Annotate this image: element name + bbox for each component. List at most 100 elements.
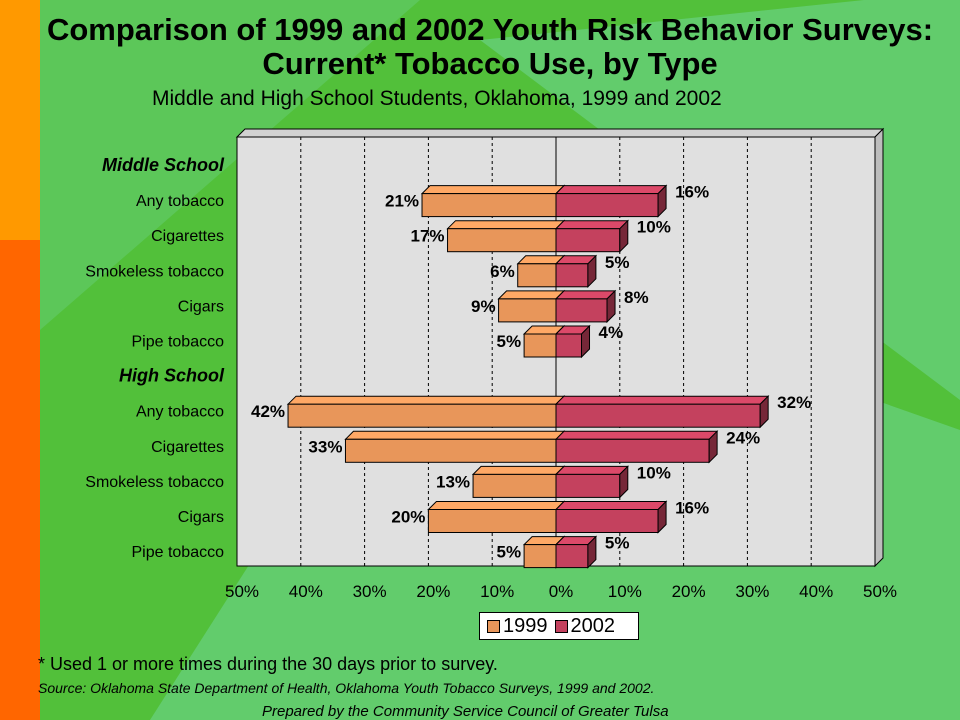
- bar-2002-side: [619, 219, 629, 253]
- category-label: Smokeless tobacco: [85, 263, 224, 280]
- category-label: Smokeless tobacco: [85, 474, 224, 491]
- category-label: Any tobacco: [136, 404, 224, 421]
- bar-1999-top: [286, 395, 566, 405]
- x-tick-label: 30%: [353, 582, 387, 601]
- bar-1999-front: [447, 228, 557, 253]
- data-label-1999: 13%: [436, 472, 470, 491]
- data-label-2002: 32%: [777, 393, 811, 412]
- data-label-1999: 17%: [411, 227, 445, 246]
- data-label-1999: 21%: [385, 192, 419, 211]
- data-label-1999: 42%: [251, 402, 285, 421]
- x-tick-label: 40%: [289, 582, 323, 601]
- source-note: Source: Oklahoma State Department of Hea…: [38, 680, 655, 696]
- category-label: Cigarettes: [151, 439, 224, 456]
- bar-2002-top: [554, 185, 668, 195]
- bar-1999-front: [344, 438, 557, 463]
- x-tick-label: 30%: [735, 582, 769, 601]
- x-tick-label: 0%: [549, 582, 574, 601]
- bar-1999: [446, 219, 566, 253]
- bar-1999: [427, 500, 566, 534]
- data-label-2002: 16%: [675, 183, 709, 202]
- bar-2002-side: [606, 289, 616, 324]
- bar-1999-top: [446, 220, 566, 230]
- bar-1999-top: [420, 185, 566, 195]
- bar-2002-side: [657, 184, 667, 218]
- bar-2002-side: [581, 324, 591, 359]
- category-label: Pipe tobacco: [131, 544, 224, 561]
- bar-2002: [554, 289, 617, 324]
- category-label: Cigars: [178, 298, 224, 315]
- bar-2002-front: [555, 228, 621, 253]
- bar-2002-side: [657, 500, 667, 534]
- bar-2002-front: [555, 298, 608, 323]
- bar-2002: [554, 394, 770, 429]
- bar-1999-front: [517, 263, 557, 288]
- bar-2002-top: [554, 465, 630, 475]
- x-tick-label: 50%: [225, 582, 259, 601]
- category-label: Cigarettes: [151, 228, 224, 245]
- data-label-2002: 8%: [624, 288, 649, 307]
- bar-2002-side: [587, 535, 597, 569]
- bar-2002-front: [555, 544, 589, 569]
- data-label-2002: 16%: [675, 499, 709, 518]
- bar-2002-top: [554, 290, 617, 300]
- data-label-2002: 24%: [726, 428, 760, 447]
- bar-1999-top: [471, 465, 566, 475]
- legend-item-1999: 1999: [487, 615, 548, 638]
- bar-1999-front: [421, 193, 557, 218]
- bar-2002: [554, 535, 598, 569]
- bar-1999-top: [427, 501, 566, 510]
- group-label: High School: [119, 366, 225, 386]
- side-accent-bottom: [0, 240, 40, 720]
- bar-1999: [286, 394, 566, 429]
- x-tick-label: 20%: [416, 582, 450, 601]
- bar-2002-front: [555, 193, 659, 218]
- data-label-1999: 20%: [391, 508, 425, 527]
- bar-2002-side: [619, 465, 629, 499]
- x-tick-label: 20%: [672, 582, 706, 601]
- data-label-2002: 5%: [605, 253, 630, 272]
- bar-2002-front: [555, 263, 589, 288]
- x-tick-label: 10%: [608, 582, 642, 601]
- bar-1999: [471, 465, 566, 499]
- bar-1999-top: [344, 430, 566, 440]
- side-accent-top: [0, 0, 40, 240]
- plot-top-face: [235, 128, 885, 138]
- category-label: Cigars: [178, 509, 224, 526]
- category-label: Any tobacco: [136, 193, 224, 210]
- bar-2002-top: [554, 501, 668, 510]
- legend-item-2002: 2002: [554, 614, 616, 638]
- bar-2002-front: [555, 403, 761, 428]
- bar-1999-front: [523, 544, 557, 569]
- group-label: Middle School: [102, 155, 225, 175]
- bar-1999-front: [427, 509, 557, 533]
- bar-1999-front: [498, 298, 557, 323]
- bar-2002-front: [555, 509, 659, 533]
- bar-2002-top: [554, 395, 770, 405]
- bar-2002: [554, 430, 719, 464]
- bar-2002-side: [587, 254, 597, 289]
- legend-label-2002: 2002: [570, 614, 616, 637]
- legend-swatch-2002: [554, 619, 568, 633]
- x-tick-label: 50%: [863, 582, 897, 601]
- data-label-1999: 5%: [497, 332, 522, 351]
- x-tick-label: 40%: [799, 582, 833, 601]
- legend-swatch-1999: [487, 619, 500, 633]
- chart-subtitle: Middle and High School Students, Oklahom…: [152, 87, 722, 110]
- bar-2002: [554, 500, 668, 534]
- bar-1999: [420, 184, 566, 218]
- bar-2002-side: [759, 394, 769, 429]
- bar-2002-front: [555, 438, 710, 463]
- bar-1999: [497, 289, 566, 324]
- data-label-2002: 10%: [637, 463, 671, 482]
- data-label-2002: 4%: [599, 323, 624, 342]
- bar-1999: [344, 430, 566, 464]
- data-label-2002: 5%: [605, 534, 630, 553]
- prepared-by-note: Prepared by the Community Service Counci…: [262, 703, 669, 720]
- x-tick-label: 10%: [480, 582, 514, 601]
- bar-1999-front: [472, 473, 557, 498]
- legend-label-1999: 1999: [503, 614, 548, 637]
- bar-1999-front: [523, 333, 557, 358]
- bar-2002-top: [554, 220, 630, 230]
